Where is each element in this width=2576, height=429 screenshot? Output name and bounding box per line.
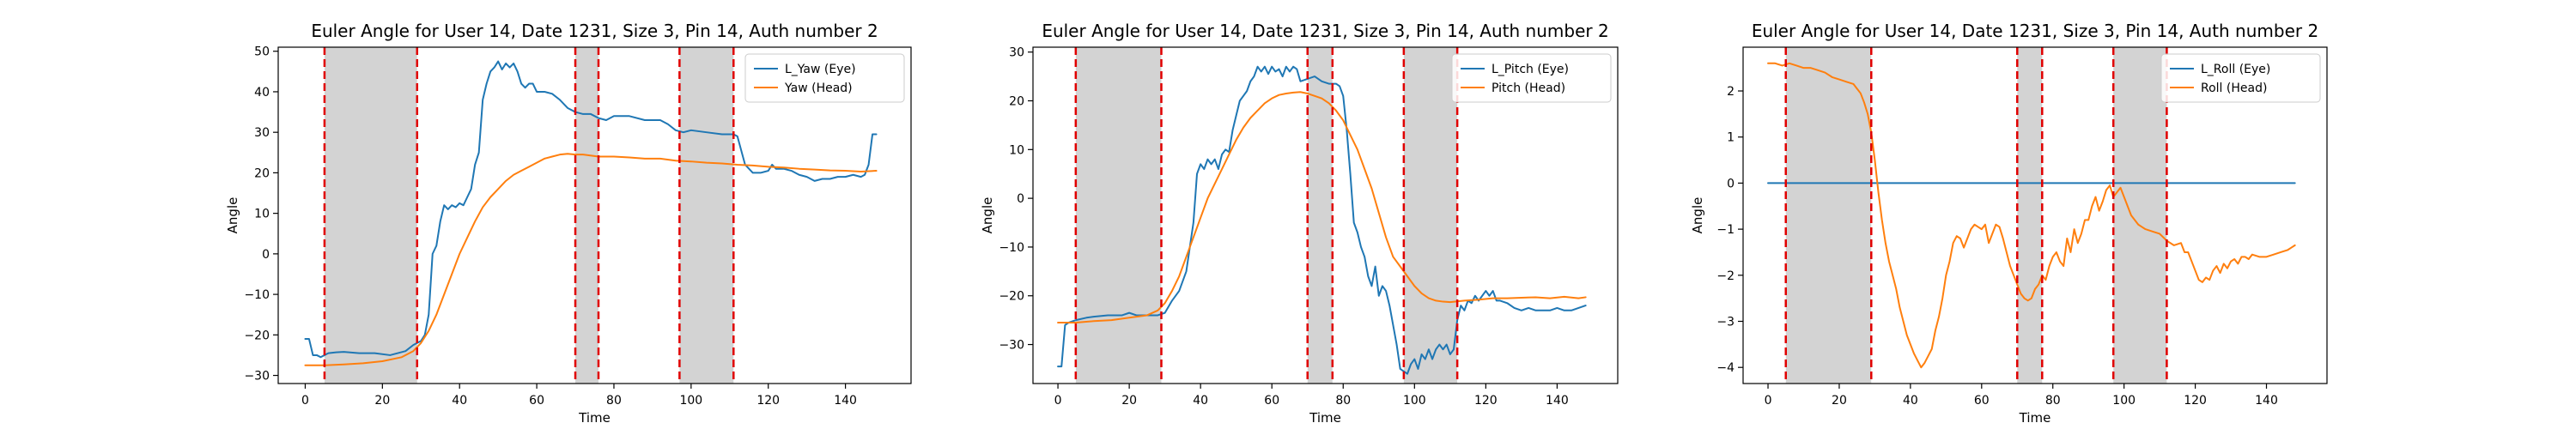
shaded-interval xyxy=(1403,47,1458,384)
legend-label: L_Pitch (Eye) xyxy=(1492,63,1569,76)
y-tick-label: 20 xyxy=(1009,94,1024,108)
x-tick-label: 120 xyxy=(1474,394,1498,408)
x-tick-label: 0 xyxy=(1054,394,1062,408)
x-tick-label: 100 xyxy=(679,394,702,408)
y-tick-label: −3 xyxy=(1716,316,1735,329)
plot-frame xyxy=(1742,46,2328,384)
y-axis-label: Angle xyxy=(980,197,995,234)
y-tick-label: 20 xyxy=(254,166,270,180)
legend: L_Yaw (Eye) Yaw (Head) xyxy=(744,53,905,103)
y-tick-label: −2 xyxy=(1716,269,1735,283)
x-tick-label: 60 xyxy=(1974,394,1990,408)
x-tick-label: 0 xyxy=(301,394,309,408)
shaded-interval xyxy=(679,47,734,384)
x-tick-label: 60 xyxy=(529,394,544,408)
chart-title: Euler Angle for User 14, Date 1231, Size… xyxy=(311,21,878,41)
x-tick-label: 100 xyxy=(1403,394,1426,408)
x-tick-label: 80 xyxy=(2045,394,2061,408)
legend-label: Roll (Head) xyxy=(2201,82,2267,95)
y-tick-label: −30 xyxy=(999,339,1024,353)
y-tick-label: −10 xyxy=(999,241,1024,255)
y-tick-label: 0 xyxy=(1017,192,1024,206)
plot-frame xyxy=(1032,46,1619,384)
y-tick-label: 1 xyxy=(1727,131,1735,145)
series-line-yaw-head xyxy=(304,153,878,366)
y-tick-label: 30 xyxy=(254,126,270,140)
legend-box xyxy=(2160,53,2321,103)
series-line-l-yaw-eye xyxy=(304,60,878,359)
x-tick-label: 80 xyxy=(1335,394,1351,408)
x-tick-label: 40 xyxy=(452,394,467,408)
y-tick-label: −20 xyxy=(244,329,270,342)
legend-label: Yaw (Head) xyxy=(784,82,853,95)
shaded-interval xyxy=(1785,47,1872,384)
chart-title: Euler Angle for User 14, Date 1231, Size… xyxy=(1042,21,1608,41)
x-tick-label: 120 xyxy=(756,394,780,408)
x-tick-label: 120 xyxy=(2184,394,2207,408)
y-axis-label: Angle xyxy=(225,197,240,234)
x-tick-label: 140 xyxy=(834,394,857,408)
chart-title: Euler Angle for User 14, Date 1231, Size… xyxy=(1752,21,2318,41)
legend: L_Pitch (Eye) Pitch (Head) xyxy=(1451,53,1612,103)
y-tick-label: 0 xyxy=(1727,177,1735,190)
x-tick-label: 100 xyxy=(2112,394,2136,408)
chart-panel-3: 0 20 40 60 80 100 120 140 −4 −3 −2 −1 0 1 2 Euler Angle… xyxy=(1690,21,2328,426)
shaded-interval xyxy=(2113,47,2167,384)
shaded-interval xyxy=(575,47,598,384)
shaded-interval xyxy=(1075,47,1162,384)
y-tick-label: 30 xyxy=(1009,46,1024,60)
plot-frame xyxy=(277,46,912,384)
y-tick-label: 10 xyxy=(1009,143,1024,157)
chart-panel-1: 0 20 40 60 80 100 120 140 −30 −20 −10 0 10 20 30 40 50 Eu… xyxy=(225,21,912,426)
legend-box xyxy=(1451,53,1612,103)
x-tick-label: 140 xyxy=(2255,394,2278,408)
x-axis-label: Time xyxy=(2019,410,2051,426)
x-axis-label: Time xyxy=(578,410,611,426)
legend: L_Roll (Eye) Roll (Head) xyxy=(2160,53,2321,103)
y-axis-label: Angle xyxy=(1690,197,1705,234)
legend-box xyxy=(744,53,905,103)
x-tick-label: 40 xyxy=(1193,394,1208,408)
legend-label: L_Roll (Eye) xyxy=(2201,63,2270,76)
x-tick-label: 60 xyxy=(1264,394,1279,408)
x-tick-label: 20 xyxy=(374,394,390,408)
y-tick-label: −1 xyxy=(1716,223,1735,237)
shaded-interval xyxy=(2017,47,2043,384)
y-tick-label: 2 xyxy=(1727,85,1735,99)
y-tick-label: 40 xyxy=(254,86,270,100)
y-tick-label: −10 xyxy=(244,288,270,302)
x-tick-label: 140 xyxy=(1546,394,1569,408)
x-tick-label: 80 xyxy=(606,394,622,408)
legend-label: L_Yaw (Eye) xyxy=(785,63,856,76)
y-tick-label: 10 xyxy=(254,208,270,221)
x-tick-label: 0 xyxy=(1765,394,1772,408)
x-axis-label: Time xyxy=(1309,410,1341,426)
chart-panel-2: 0 20 40 60 80 100 120 140 −30 −20 −10 0 10 20 30 Euler … xyxy=(980,21,1619,426)
x-tick-label: 40 xyxy=(1903,394,1918,408)
series-line-roll-head xyxy=(1767,62,2296,369)
y-tick-label: −4 xyxy=(1716,361,1735,375)
y-tick-label: 0 xyxy=(262,248,270,262)
y-tick-label: 50 xyxy=(254,45,270,59)
legend-label: Pitch (Head) xyxy=(1492,82,1565,95)
x-tick-label: 20 xyxy=(1832,394,1847,408)
shaded-interval xyxy=(324,47,417,384)
y-tick-label: −30 xyxy=(244,370,270,384)
x-tick-label: 20 xyxy=(1121,394,1137,408)
y-tick-label: −20 xyxy=(999,290,1024,304)
